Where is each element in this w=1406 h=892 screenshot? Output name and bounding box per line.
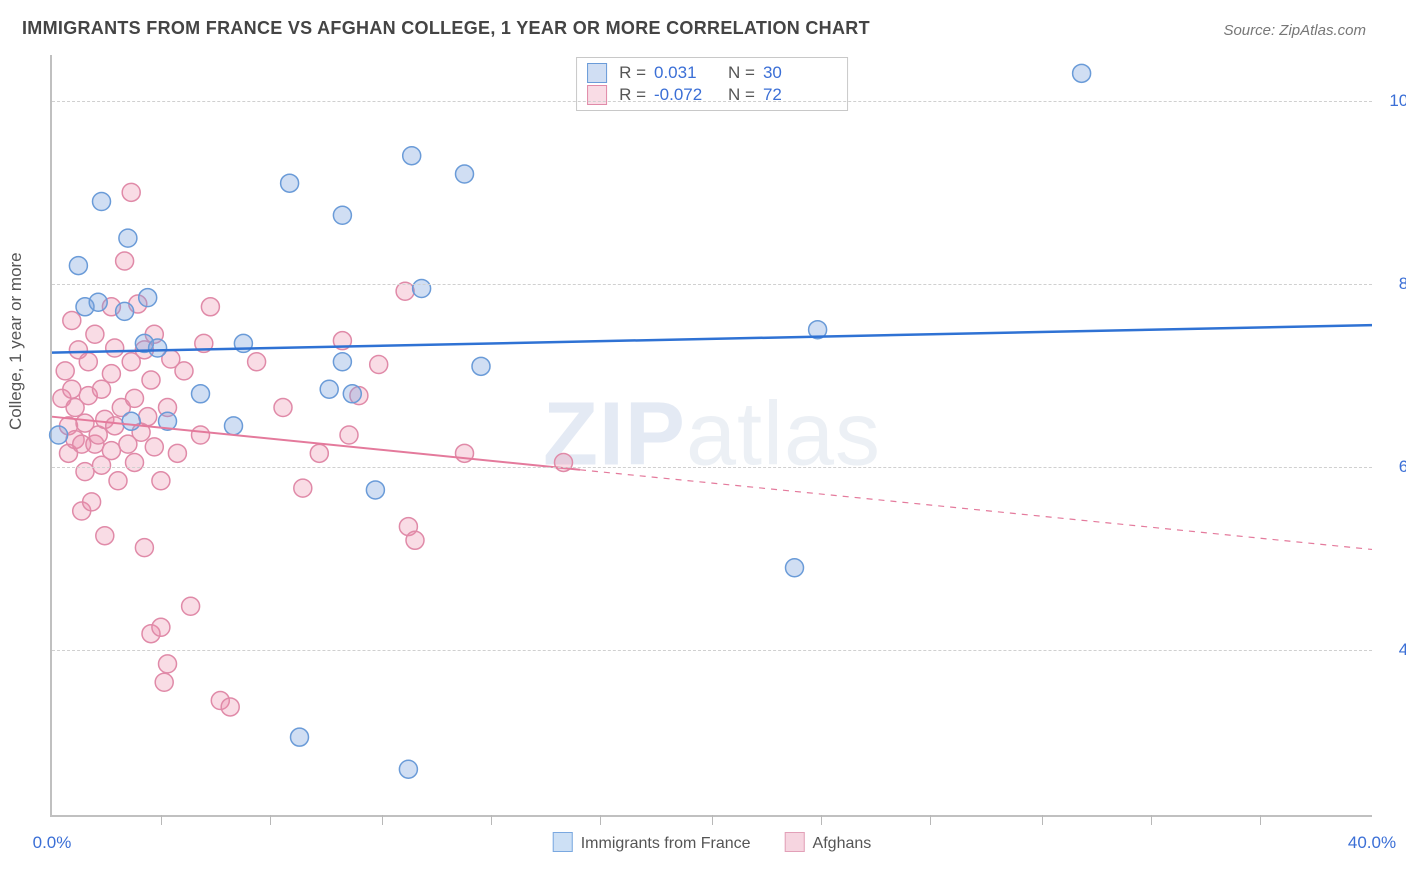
data-point-afghans <box>83 493 101 511</box>
gridline-h <box>52 650 1372 651</box>
data-point-afghans <box>168 444 186 462</box>
data-point-france <box>472 357 490 375</box>
data-point-afghans <box>63 312 81 330</box>
legend-swatch <box>553 832 573 852</box>
data-point-afghans <box>102 365 120 383</box>
data-point-france <box>69 257 87 275</box>
data-point-afghans <box>126 453 144 471</box>
x-tick <box>1151 815 1152 825</box>
data-point-afghans <box>106 417 124 435</box>
x-tick <box>821 815 822 825</box>
series-legend: Immigrants from France Afghans <box>553 832 872 853</box>
x-tick <box>1260 815 1261 825</box>
data-point-afghans <box>175 362 193 380</box>
data-point-afghans <box>56 362 74 380</box>
trend-line-extrapolated-afghans <box>580 470 1372 550</box>
data-point-france <box>399 760 417 778</box>
data-point-afghans <box>274 399 292 417</box>
legend-swatch <box>785 832 805 852</box>
y-tick-label: 40.0% <box>1387 640 1406 660</box>
bottom-legend-item-france: Immigrants from France <box>553 832 751 853</box>
data-point-afghans <box>406 531 424 549</box>
data-point-afghans <box>152 472 170 490</box>
data-point-france <box>281 174 299 192</box>
data-point-afghans <box>248 353 266 371</box>
data-point-afghans <box>63 380 81 398</box>
data-point-afghans <box>139 408 157 426</box>
data-point-afghans <box>142 371 160 389</box>
x-tick <box>270 815 271 825</box>
chart-title: IMMIGRANTS FROM FRANCE VS AFGHAN COLLEGE… <box>22 18 870 39</box>
data-point-france <box>192 385 210 403</box>
data-point-france <box>1073 64 1091 82</box>
y-axis-label: College, 1 year or more <box>6 252 26 430</box>
x-tick-label: 0.0% <box>33 833 72 853</box>
data-point-afghans <box>310 444 328 462</box>
gridline-h <box>52 101 1372 102</box>
x-tick <box>600 815 601 825</box>
data-point-france <box>456 165 474 183</box>
data-point-france <box>403 147 421 165</box>
data-point-afghans <box>152 618 170 636</box>
data-point-france <box>291 728 309 746</box>
data-point-afghans <box>122 183 140 201</box>
data-point-france <box>89 293 107 311</box>
data-point-afghans <box>93 380 111 398</box>
data-point-afghans <box>396 282 414 300</box>
data-point-france <box>343 385 361 403</box>
data-point-france <box>139 289 157 307</box>
y-tick-label: 80.0% <box>1387 274 1406 294</box>
source-attribution: Source: ZipAtlas.com <box>1223 22 1366 39</box>
x-tick <box>382 815 383 825</box>
data-point-afghans <box>155 673 173 691</box>
data-point-afghans <box>192 426 210 444</box>
data-point-france <box>122 412 140 430</box>
gridline-h <box>52 467 1372 468</box>
data-point-france <box>413 279 431 297</box>
data-point-afghans <box>135 539 153 557</box>
x-tick-label: 40.0% <box>1348 833 1396 853</box>
data-point-afghans <box>340 426 358 444</box>
data-point-france <box>93 193 111 211</box>
data-point-afghans <box>116 252 134 270</box>
data-point-france <box>50 426 68 444</box>
data-point-afghans <box>86 325 104 343</box>
data-point-afghans <box>221 698 239 716</box>
plot-area: ZIPatlas R =0.031N =30R =-0.072N =72 Imm… <box>50 55 1372 817</box>
chart-svg <box>52 55 1372 815</box>
x-tick <box>161 815 162 825</box>
y-tick-label: 100.0% <box>1387 91 1406 111</box>
x-tick <box>491 815 492 825</box>
data-point-france <box>366 481 384 499</box>
y-tick-label: 60.0% <box>1387 457 1406 477</box>
data-point-france <box>225 417 243 435</box>
data-point-afghans <box>109 472 127 490</box>
data-point-afghans <box>76 463 94 481</box>
x-tick <box>712 815 713 825</box>
data-point-afghans <box>126 389 144 407</box>
legend-label: Afghans <box>813 835 872 852</box>
data-point-afghans <box>294 479 312 497</box>
x-tick <box>930 815 931 825</box>
bottom-legend-item-afghans: Afghans <box>785 832 872 853</box>
data-point-france <box>149 339 167 357</box>
data-point-afghans <box>159 655 177 673</box>
data-point-france <box>333 206 351 224</box>
data-point-france <box>333 353 351 371</box>
gridline-h <box>52 284 1372 285</box>
data-point-afghans <box>145 438 163 456</box>
data-point-afghans <box>370 355 388 373</box>
data-point-france <box>786 559 804 577</box>
data-point-afghans <box>201 298 219 316</box>
data-point-france <box>320 380 338 398</box>
data-point-afghans <box>182 597 200 615</box>
data-point-france <box>116 302 134 320</box>
data-point-afghans <box>79 353 97 371</box>
data-point-afghans <box>96 527 114 545</box>
data-point-afghans <box>102 442 120 460</box>
data-point-france <box>119 229 137 247</box>
x-tick <box>1042 815 1043 825</box>
legend-label: Immigrants from France <box>581 835 751 852</box>
data-point-afghans <box>106 339 124 357</box>
